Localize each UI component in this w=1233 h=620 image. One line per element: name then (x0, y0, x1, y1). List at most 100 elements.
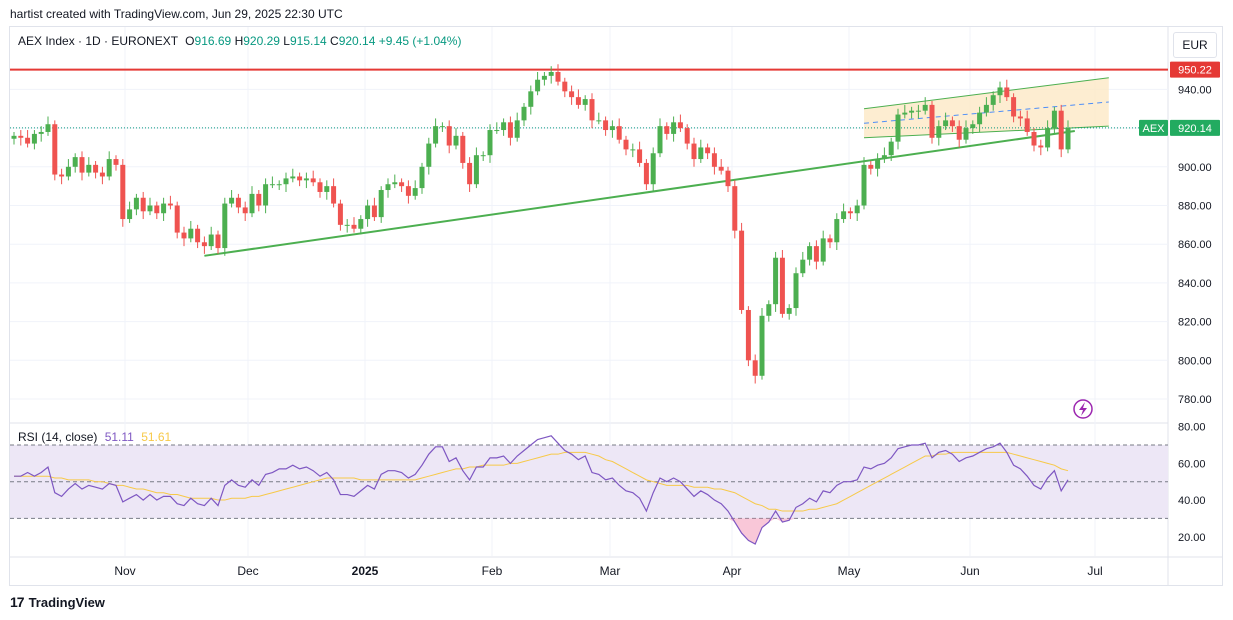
candle (501, 118, 507, 136)
candle-body (569, 91, 575, 98)
candle-body (650, 153, 656, 185)
candle (460, 131, 466, 169)
candle (344, 219, 350, 233)
chart-frame[interactable] (9, 26, 1223, 586)
tradingview-brand: TradingView (28, 594, 105, 610)
axes: 780.00 800.00 820.00 840.00 860.00 880.00 900.… (114, 61, 1220, 578)
candle-body (460, 135, 466, 163)
candle (269, 176, 275, 189)
candle-body (725, 170, 731, 187)
candle-body (759, 315, 765, 376)
candle-body (779, 257, 785, 314)
candle-body (31, 133, 37, 144)
candle-body (868, 164, 874, 169)
candle-body (303, 178, 309, 181)
candle (514, 112, 520, 142)
candle (127, 201, 133, 223)
candle-body (1024, 118, 1030, 132)
candle-body (283, 178, 289, 185)
candle-body (1017, 116, 1023, 119)
candle (174, 201, 180, 239)
rsi-value: 51.11 (104, 430, 134, 444)
symbol-label[interactable]: AEX Index · 1D · EURONEXT (18, 34, 178, 48)
candle (807, 242, 813, 266)
candle (793, 267, 799, 316)
candle-body (555, 71, 561, 82)
time-tick-label: Jun (960, 564, 979, 578)
candle (650, 147, 656, 192)
candle (487, 124, 493, 163)
time-tick-label: Dec (237, 564, 258, 578)
candle (671, 116, 677, 142)
candle-body (487, 130, 493, 156)
tradingview-mark-icon: 17 (10, 594, 25, 610)
candle (331, 178, 337, 208)
candle-body (637, 149, 643, 163)
candle-body (249, 193, 255, 214)
candle-body (140, 197, 146, 212)
candle-body (405, 186, 411, 196)
candle-body (337, 203, 343, 225)
candle-body (739, 230, 745, 310)
candle-body (297, 176, 303, 181)
rsi-title[interactable]: RSI (14, close) (18, 430, 98, 444)
candle (541, 71, 547, 86)
candle-body (93, 164, 99, 173)
candle (773, 251, 779, 312)
candle (473, 147, 479, 189)
candle-body (582, 99, 588, 105)
candle (990, 91, 996, 111)
candle-body (698, 147, 704, 160)
candle-body (494, 130, 500, 132)
price-tick-label: 800.00 (1178, 355, 1212, 367)
candle-body (453, 135, 459, 146)
candle-body (113, 159, 119, 165)
currency-button[interactable]: EUR (1173, 32, 1217, 58)
candle-body (276, 184, 282, 186)
candle (337, 199, 343, 231)
candle-body (59, 174, 65, 177)
rsi-legend: RSI (14, close) 51.11 51.61 (18, 430, 171, 444)
time-tick-label: Nov (114, 564, 135, 578)
candle (439, 122, 445, 132)
candle-body (875, 159, 881, 169)
candle (548, 66, 554, 84)
candle (528, 85, 534, 115)
candle (412, 180, 418, 200)
candle-body (1065, 128, 1071, 150)
candle-body (711, 153, 717, 167)
rsi-line (14, 435, 1069, 545)
candle-body (1031, 131, 1037, 146)
candle (711, 147, 717, 175)
candle (725, 166, 731, 192)
candle-body (174, 205, 180, 233)
candle-body (426, 143, 432, 167)
change-value: +9.45 (+1.04%) (378, 34, 462, 48)
candle (732, 180, 738, 239)
candle-body (229, 197, 235, 204)
candle-body (99, 172, 105, 177)
candle (888, 137, 894, 161)
candle (909, 106, 915, 119)
candle-body (861, 164, 867, 206)
candle-body (310, 178, 316, 183)
candle (535, 71, 541, 96)
candle-body (936, 126, 942, 138)
candle (358, 215, 364, 235)
candle-body (344, 224, 350, 226)
candle-body (222, 203, 228, 249)
rsi-ma-value: 51.61 (141, 430, 172, 444)
candle (841, 203, 847, 223)
candle-body (473, 155, 479, 185)
candle-body (242, 207, 248, 214)
candle (657, 118, 663, 158)
tradingview-logo[interactable]: 17 TradingView (10, 594, 105, 610)
candle-body (195, 228, 201, 243)
candle (575, 89, 581, 109)
candle (854, 199, 860, 221)
candle (161, 197, 167, 221)
candle (79, 151, 85, 181)
last-price-badge (1170, 119, 1220, 136)
candle-body (507, 122, 513, 138)
